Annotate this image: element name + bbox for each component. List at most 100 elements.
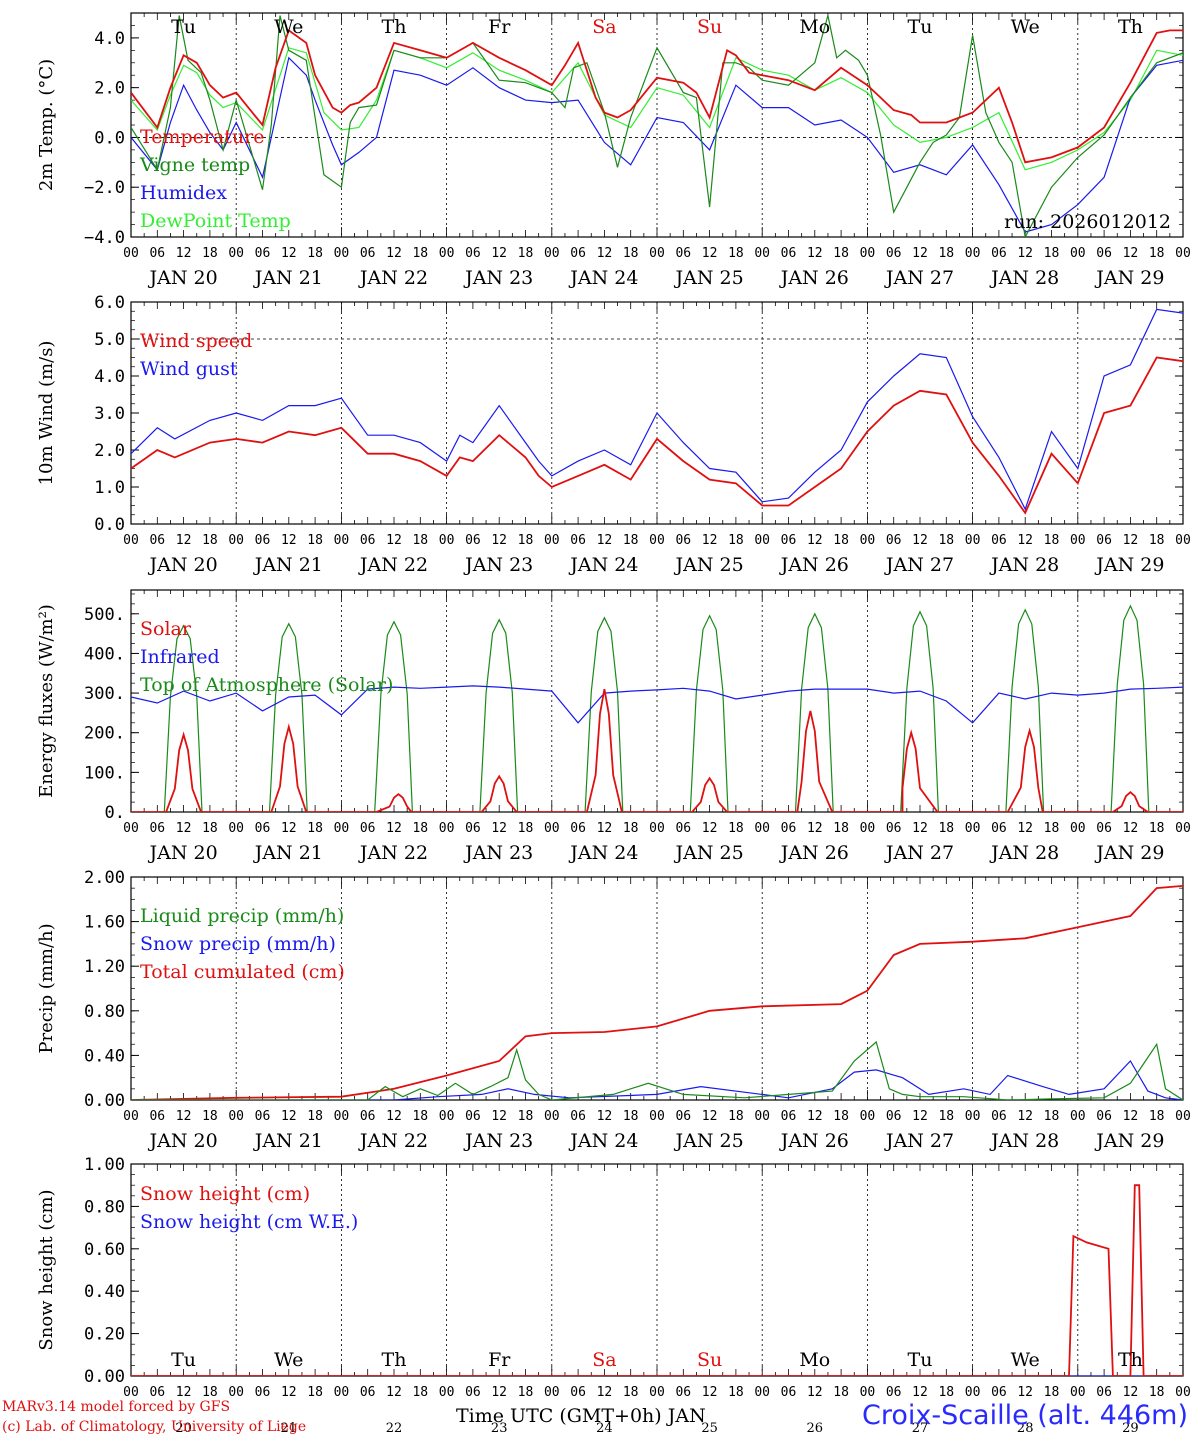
date-label: JAN 29 [1094, 554, 1164, 576]
date-label: JAN 28 [989, 554, 1059, 576]
weekday-label: Su [697, 1349, 722, 1371]
x-tick-label: 06 [781, 1109, 797, 1124]
y-tick-label: −2.0 [84, 178, 125, 198]
x-tick-label: 12 [491, 1385, 507, 1400]
weekday-label: Fr [488, 1349, 511, 1371]
y-axis-label: 10m Wind (m/s) [36, 341, 57, 486]
date-label: JAN 25 [674, 1130, 744, 1152]
x-tick-label: 06 [781, 246, 797, 261]
x-tick-label: 12 [807, 1109, 823, 1124]
x-tick-label: 12 [281, 246, 297, 261]
x-tick-label: 00 [123, 1385, 139, 1400]
x-tick-label: 06 [149, 1385, 165, 1400]
x-tick-label: 12 [912, 1109, 928, 1124]
weekday-label: Mo [799, 1349, 830, 1371]
x-tick-label: 12 [491, 821, 507, 836]
x-tick-label: 18 [412, 533, 428, 548]
y-tick-label: 2.00 [84, 868, 125, 888]
x-tick-label: 12 [281, 1385, 297, 1400]
x-tick-label: 12 [491, 1109, 507, 1124]
x-tick-label: 06 [570, 821, 586, 836]
y-tick-label: 0.20 [84, 1325, 125, 1345]
x-tick-label: 18 [623, 821, 639, 836]
legend-entry: Snow height (cm W.E.) [140, 1211, 358, 1233]
x-tick-label: 12 [1123, 1385, 1139, 1400]
series-line-solar [131, 688, 1183, 812]
x-tick-label: 12 [807, 821, 823, 836]
weekday-label: Th [382, 1349, 407, 1371]
day-number-label: 27 [912, 1421, 929, 1436]
date-label: JAN 20 [148, 267, 218, 289]
x-tick-label: 06 [1096, 821, 1112, 836]
y-tick-label: 0.00 [84, 1367, 125, 1387]
x-tick-label: 12 [176, 533, 192, 548]
x-tick-label: 00 [860, 1385, 876, 1400]
x-tick-label: 18 [833, 1385, 849, 1400]
x-tick-label: 18 [623, 1385, 639, 1400]
x-tick-label: 00 [754, 246, 770, 261]
y-axis-label: Precip (mm/h) [36, 923, 57, 1053]
day-number-label: 21 [281, 1421, 298, 1436]
x-tick-label: 06 [781, 821, 797, 836]
date-label: JAN 23 [463, 1130, 533, 1152]
x-tick-label: 06 [886, 821, 902, 836]
x-tick-label: 06 [465, 533, 481, 548]
legend-entry: Top of Atmosphere (Solar) [140, 674, 393, 696]
x-tick-label: 06 [675, 246, 691, 261]
x-tick-label: 12 [807, 1385, 823, 1400]
x-tick-label: 18 [518, 533, 534, 548]
x-tick-label: 06 [991, 533, 1007, 548]
x-tick-label: 06 [1096, 246, 1112, 261]
y-tick-label: 300. [84, 684, 125, 704]
x-tick-label: 00 [754, 1109, 770, 1124]
x-tick-label: 06 [991, 821, 1007, 836]
x-tick-label: 12 [386, 821, 402, 836]
x-tick-label: 06 [570, 533, 586, 548]
x-tick-label: 06 [255, 1109, 271, 1124]
x-tick-label: 12 [597, 821, 613, 836]
x-tick-label: 06 [360, 533, 376, 548]
y-tick-label: 0. [105, 803, 125, 823]
x-tick-label: 18 [202, 246, 218, 261]
weekday-label: Sa [592, 16, 616, 38]
x-tick-label: 18 [1044, 821, 1060, 836]
x-tick-label: 00 [544, 821, 560, 836]
date-label: JAN 27 [884, 267, 954, 289]
date-label: JAN 22 [358, 1130, 428, 1152]
x-tick-label: 06 [886, 246, 902, 261]
day-number-label: 28 [1017, 1421, 1034, 1436]
x-tick-label: 18 [938, 1109, 954, 1124]
x-tick-label: 12 [702, 246, 718, 261]
weekday-label: We [1011, 1349, 1040, 1371]
date-label: JAN 28 [989, 1130, 1059, 1152]
date-label: JAN 20 [148, 1130, 218, 1152]
series-group [131, 15, 1183, 237]
y-tick-label: 2.0 [94, 79, 125, 99]
x-tick-label: 18 [412, 1109, 428, 1124]
chart-panel-5: 0.00 0.20 0.40 0.60 0.80 1.00 Snow height (cm)… [36, 1155, 1191, 1436]
x-tick-label: 06 [360, 821, 376, 836]
y-axis-label: 2m Temp. (°C) [36, 59, 57, 191]
x-tick-label: 06 [675, 533, 691, 548]
y-tick-label: 0.0 [94, 515, 125, 535]
x-tick-label: 00 [1070, 1109, 1086, 1124]
x-tick-label: 06 [991, 246, 1007, 261]
y-axis-label: Energy fluxes (W/m²) [36, 604, 57, 798]
x-tick-label: 00 [544, 533, 560, 548]
x-tick-label: 00 [860, 533, 876, 548]
y-tick-label: 5.0 [94, 330, 125, 350]
x-tick-label: 18 [1149, 821, 1165, 836]
x-tick-label: 00 [649, 1109, 665, 1124]
x-tick-label: 06 [781, 1385, 797, 1400]
x-tick-label: 06 [1096, 1109, 1112, 1124]
run-label: run: 2026012012 [1004, 211, 1171, 233]
legend-entry: Solar [140, 618, 192, 640]
x-tick-label: 06 [570, 246, 586, 261]
weekday-label: We [274, 1349, 303, 1371]
legend-entry: Wind speed [140, 330, 252, 352]
x-tick-label: 12 [912, 533, 928, 548]
x-tick-label: 12 [281, 1109, 297, 1124]
x-tick-label: 12 [386, 246, 402, 261]
day-number-label: 20 [175, 1421, 192, 1436]
day-number-label: 22 [386, 1421, 403, 1436]
